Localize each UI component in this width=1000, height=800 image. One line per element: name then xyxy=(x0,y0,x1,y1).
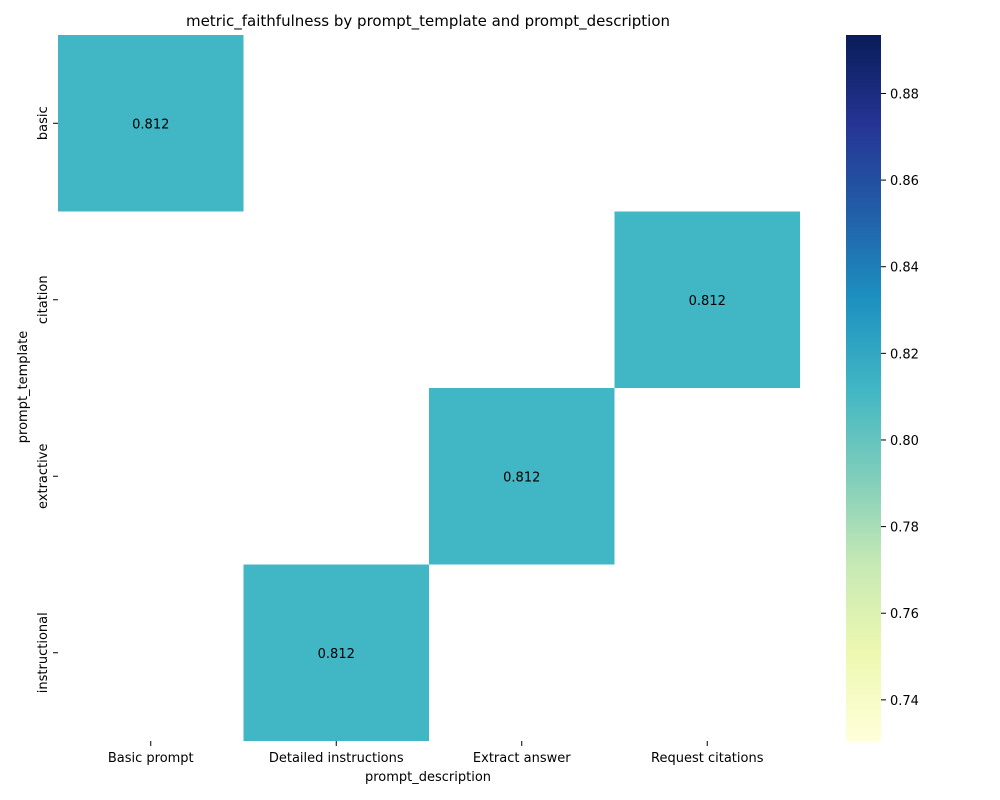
x-tick-label: Request citations xyxy=(651,751,764,766)
chart-title: metric_faithfulness by prompt_template a… xyxy=(186,12,670,31)
colorbar-tick-label: 0.74 xyxy=(890,694,919,709)
y-tick-label: extractive xyxy=(36,444,51,509)
heatmap-cell xyxy=(58,35,244,212)
colorbar-ticks: 0.74 0.76 0.78 0.80 0.82 0.84 0.86 0.88 xyxy=(881,87,919,709)
cell-value-label: 0.812 xyxy=(318,647,355,662)
y-tick-label: basic xyxy=(36,106,51,140)
x-axis: Basic prompt Detailed instructions Extract… xyxy=(108,741,764,766)
x-tick-label: Basic prompt xyxy=(108,751,194,766)
y-tick-label: instructional xyxy=(36,612,51,693)
colorbar-tick-label: 0.82 xyxy=(890,347,919,362)
heatmap-cell xyxy=(429,388,615,565)
heatmap-cell xyxy=(614,211,800,388)
x-tick-label: Detailed instructions xyxy=(269,751,404,766)
y-axis: basic citation extractive instructional xyxy=(36,106,58,693)
x-tick-label: Extract answer xyxy=(473,751,571,766)
colorbar-tick-label: 0.86 xyxy=(890,174,919,189)
colorbar-tick-label: 0.78 xyxy=(890,521,919,536)
y-tick-label: citation xyxy=(36,275,51,324)
y-axis-label: prompt_template xyxy=(16,331,31,443)
colorbar-tick-label: 0.84 xyxy=(890,261,919,276)
x-axis-label: prompt_description xyxy=(365,770,491,785)
colorbar-tick-label: 0.80 xyxy=(890,434,919,449)
colorbar xyxy=(846,35,881,741)
heatmap-cell xyxy=(243,564,429,741)
cell-value-label: 0.812 xyxy=(503,470,540,485)
cell-value-label: 0.812 xyxy=(689,294,726,309)
cell-value-label: 0.812 xyxy=(132,117,169,132)
colorbar-tick-label: 0.76 xyxy=(890,607,919,622)
heatmap-cells: 0.812 0.812 0.812 0.812 xyxy=(58,35,800,741)
colorbar-tick-label: 0.88 xyxy=(890,87,919,102)
